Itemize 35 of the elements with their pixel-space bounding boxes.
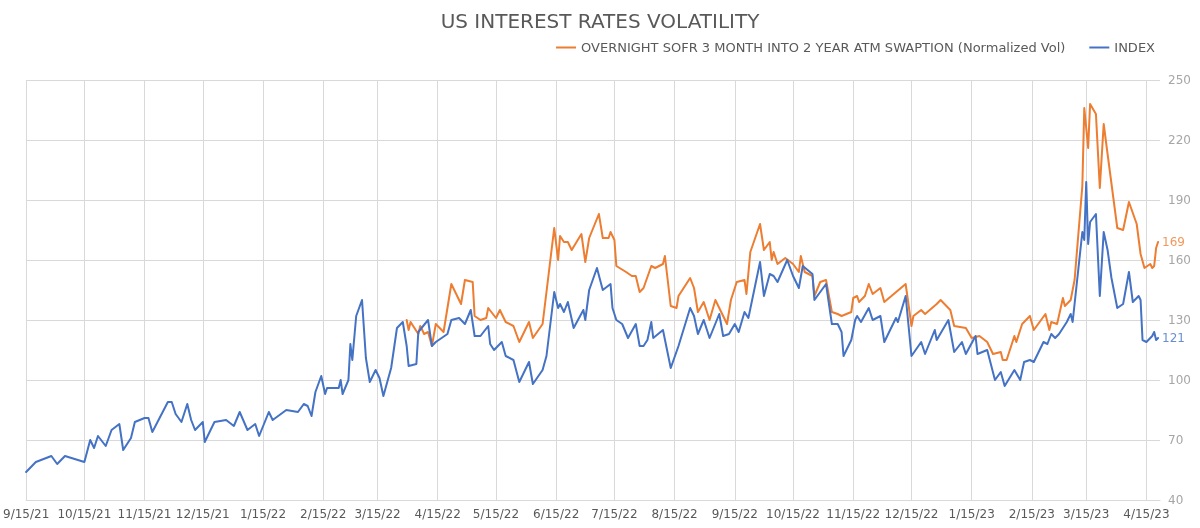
annotation: 121 [1162,331,1185,345]
line-series [405,103,1160,361]
x-tick-label: 3/15/22 [354,507,401,521]
x-tick-label: 12/15/22 [884,507,939,521]
x-tick-label: 2/15/23 [1008,507,1055,521]
x-tick-label: 12/15/21 [175,507,230,521]
x-tick-label: 1/15/22 [239,507,287,521]
x-tick-label: 5/15/22 [472,507,520,521]
x-tick-label: 4/15/23 [1123,507,1170,521]
x-tick-label: 9/15/22 [711,507,758,521]
x-tick-label: 8/15/22 [651,507,698,521]
x-tick-label: 7/15/22 [591,507,638,521]
y-tick-label: 160 [1168,253,1191,267]
legend-label: OVERNIGHT SOFR 3 MONTH INTO 2 YEAR ATM SWAPTION (Normalized Vol) [581,40,1066,55]
y-tick-label: 100 [1168,373,1191,387]
y-tick-label: 40 [1168,493,1184,507]
x-tick-label: 2/15/22 [300,507,347,521]
x-tick-label: 9/15/21 [3,507,50,521]
y-tick-label: 190 [1168,193,1191,207]
x-tick-label: 4/15/22 [414,507,461,521]
y-tick-label: 130 [1168,313,1191,327]
y-tick-label: 70 [1168,433,1184,447]
line-series [25,181,1160,473]
x-tick-label: 10/15/22 [766,507,820,521]
legend-label: INDEX [1114,40,1156,55]
annotation: 169 [1162,235,1185,249]
y-tick-label: 250 [1168,73,1191,87]
x-tick-label: 11/15/22 [826,507,881,521]
x-tick-label: 6/15/22 [533,507,580,521]
x-tick-label: 10/15/21 [57,507,112,521]
chart-title: US INTEREST RATES VOLATILITY [440,9,761,33]
x-tick-label: 11/15/21 [117,507,172,521]
y-tick-label: 220 [1168,133,1191,147]
x-tick-label: 1/15/23 [948,507,995,521]
x-tick-label: 3/15/23 [1063,507,1110,521]
